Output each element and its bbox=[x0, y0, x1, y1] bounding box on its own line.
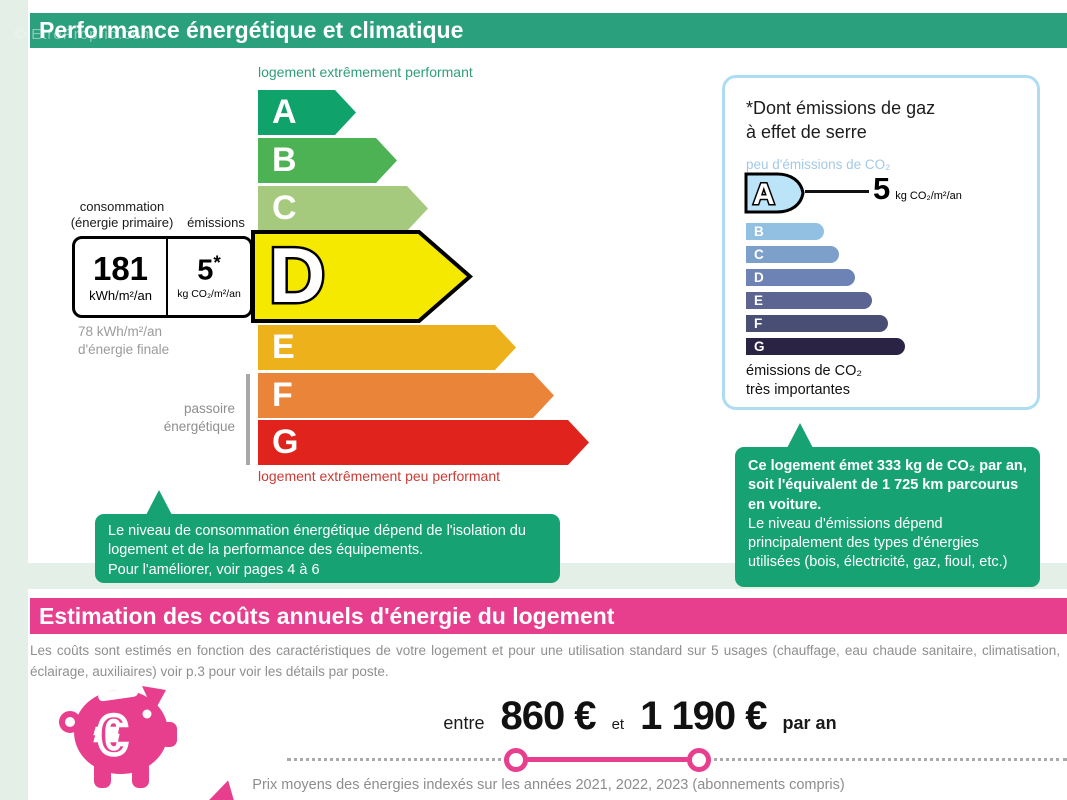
co2-low-label: peu d'émissions de CO₂ bbox=[746, 157, 891, 172]
costs-section-title: Estimation des coûts annuels d'énergie d… bbox=[39, 603, 615, 629]
cost-gauge-range-segment bbox=[516, 757, 700, 762]
cost-max-value: 1 190 € bbox=[640, 694, 767, 738]
co2-value-row: 5 kg CO₂/m²/an bbox=[873, 171, 962, 207]
energy-class-d-arrow-current: D bbox=[251, 230, 473, 323]
cost-range-row: entre 860 € et 1 190 € par an bbox=[350, 694, 930, 739]
emissions-unit: kg CO₂/m²/an bbox=[177, 288, 241, 301]
co2-callout: Ce logement émet 333 kg de CO₂ par an, s… bbox=[735, 447, 1040, 587]
emissions-label: émissions bbox=[187, 215, 245, 230]
passoire-label: passoire énergétique bbox=[128, 400, 235, 435]
emissions-value: 5* bbox=[168, 254, 250, 286]
co2-class-e-letter: E bbox=[754, 293, 764, 308]
co2-value-connector-line bbox=[805, 190, 869, 193]
energy-class-c-arrow: C bbox=[258, 186, 428, 231]
emissions-number: 5 bbox=[197, 254, 214, 287]
co2-high-label-line1: émissions de CO₂ bbox=[746, 363, 863, 379]
piggy-ear bbox=[142, 686, 166, 712]
energy-class-b-arrow: B bbox=[258, 138, 397, 183]
energy-class-a-letter: A bbox=[272, 93, 297, 131]
energy-class-f-letter: F bbox=[272, 376, 293, 414]
piggy-eye bbox=[142, 709, 152, 719]
watermark: © EtreProprio.com bbox=[14, 26, 155, 43]
consumption-label: consommation (énergie primaire) bbox=[60, 199, 184, 232]
co2-class-a-letter: A bbox=[753, 178, 775, 211]
co2-class-a-shape bbox=[744, 172, 805, 214]
co2-class-d-letter: D bbox=[754, 270, 764, 285]
cost-et-label: et bbox=[611, 716, 625, 733]
energy-class-f-arrow: F bbox=[258, 373, 554, 418]
co2-class-a-arrow-current: A bbox=[744, 172, 805, 214]
co2-class-f-letter: F bbox=[754, 316, 763, 331]
cost-par-an-label: par an bbox=[782, 713, 837, 733]
consumption-label-line2: (énergie primaire) bbox=[70, 215, 174, 231]
energy-indicator-box: 181 kWh/m²/an 5* kg CO₂/m²/an bbox=[72, 236, 253, 318]
co2-high-label: émissions de CO₂ très importantes bbox=[746, 362, 862, 400]
co2-callout-bold-text: Ce logement émet 333 kg de CO₂ par an, s… bbox=[748, 458, 1027, 513]
energy-callout: Le niveau de consommation énergétique dé… bbox=[95, 514, 560, 583]
co2-value: 5 bbox=[873, 171, 891, 206]
piggy-tail bbox=[59, 711, 81, 733]
energy-section-title: Performance énergétique et climatique bbox=[39, 17, 464, 43]
energy-callout-text2: Pour l'améliorer, voir pages 4 à 6 bbox=[108, 561, 320, 578]
piggy-snout bbox=[160, 722, 177, 747]
co2-emissions-panel: *Dont émissions de gaz à effet de serre … bbox=[722, 75, 1040, 410]
energy-class-b-letter: B bbox=[272, 141, 297, 179]
co2-panel-title: *Dont émissions de gaz à effet de serre bbox=[746, 96, 935, 145]
co2-class-c-bar: C bbox=[746, 246, 839, 263]
cost-gauge-max-marker bbox=[687, 748, 711, 772]
consumption-unit: kWh/m²/an bbox=[89, 287, 152, 303]
energy-class-c-letter: C bbox=[272, 189, 297, 227]
costs-footnote: Prix moyens des énergies indexés sur les… bbox=[252, 777, 845, 793]
final-energy-line1: 78 kWh/m²/an bbox=[78, 324, 163, 339]
consumption-value-block: 181 kWh/m²/an bbox=[75, 239, 166, 315]
co2-class-g-letter: G bbox=[754, 339, 765, 354]
energy-class-e-letter: E bbox=[272, 328, 295, 366]
indicator-divider bbox=[166, 239, 168, 315]
co2-high-label-line2: très importantes bbox=[746, 381, 850, 398]
emissions-value-block: 5* kg CO₂/m²/an bbox=[168, 239, 250, 315]
co2-class-g-bar: G bbox=[746, 338, 905, 355]
energy-callout-pointer bbox=[146, 490, 172, 515]
scale-bottom-label: logement extrêmement peu performant bbox=[258, 468, 501, 484]
final-energy-line2: d'énergie finale bbox=[78, 341, 170, 357]
co2-class-e-bar: E bbox=[746, 292, 872, 309]
cost-min-value: 860 € bbox=[500, 694, 596, 738]
co2-class-b-letter: B bbox=[754, 224, 764, 239]
consumption-label-line1: consommation bbox=[79, 199, 165, 214]
costs-section-header: Estimation des coûts annuels d'énergie d… bbox=[30, 598, 1067, 634]
co2-title-line1: *Dont émissions de gaz bbox=[746, 98, 936, 118]
co2-class-f-bar: F bbox=[746, 315, 888, 332]
cost-entre-label: entre bbox=[443, 713, 485, 733]
co2-class-d-bar: D bbox=[746, 269, 855, 286]
energy-class-a-arrow: A bbox=[258, 90, 356, 135]
co2-callout-text: Le niveau d'émissions dépend principalem… bbox=[748, 515, 1008, 571]
passoire-bracket bbox=[246, 374, 250, 465]
costs-description: Les coûts sont estimés en fonction des c… bbox=[30, 643, 1060, 679]
co2-callout-pointer bbox=[787, 423, 813, 448]
energy-class-g-letter: G bbox=[272, 423, 299, 461]
euro-symbol-icon: € bbox=[96, 703, 127, 766]
consumption-value: 181 bbox=[92, 249, 149, 287]
energy-section-header: Performance énergétique et climatique bbox=[30, 13, 1067, 48]
energy-class-d-shape bbox=[251, 230, 473, 323]
passoire-label-line2: énergétique bbox=[163, 418, 235, 434]
cost-gauge-min-marker bbox=[504, 748, 528, 772]
co2-class-c-letter: C bbox=[754, 247, 764, 262]
final-energy-note: 78 kWh/m²/an d'énergie finale bbox=[78, 323, 169, 358]
scale-top-label: logement extrêmement performant bbox=[258, 64, 473, 80]
piggy-coin-slot bbox=[98, 687, 138, 702]
energy-class-d-letter: D bbox=[269, 231, 325, 319]
energy-class-e-arrow: E bbox=[258, 325, 516, 370]
piggy-bank-icon: € bbox=[59, 686, 177, 788]
co2-title-line2: à effet de serre bbox=[746, 122, 867, 143]
co2-value-unit: kg CO₂/m²/an bbox=[895, 190, 962, 202]
passoire-label-line1: passoire bbox=[183, 401, 235, 416]
energy-class-g-arrow: G bbox=[258, 420, 589, 465]
energy-callout-text: Le niveau de consommation énergétique dé… bbox=[108, 523, 526, 559]
emissions-asterisk: * bbox=[213, 252, 221, 274]
co2-class-b-bar: B bbox=[746, 223, 824, 240]
